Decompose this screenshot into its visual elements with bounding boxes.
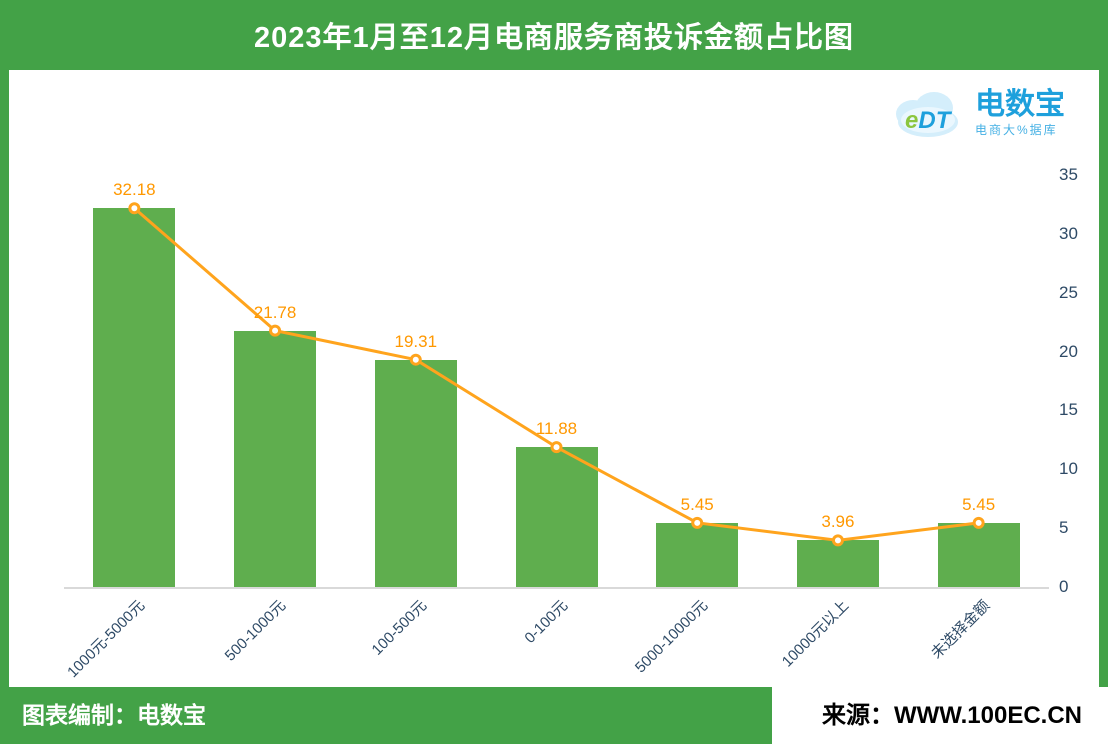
bar — [234, 330, 317, 587]
data-label: 5.45 — [680, 494, 714, 514]
data-label: 32.18 — [113, 180, 156, 200]
y-axis-label: 20 — [1059, 341, 1078, 361]
brand-tagline: 电商大%据库 — [975, 122, 1058, 137]
y-axis-label: 10 — [1059, 459, 1078, 479]
bar — [937, 522, 1020, 587]
page-title: 2023年1月至12月电商服务商投诉金额占比图 — [254, 22, 854, 54]
y-axis-label: 5 — [1059, 518, 1069, 538]
svg-text:eDT: eDT — [905, 107, 953, 134]
y-axis-label: 15 — [1059, 400, 1078, 420]
cloud-logo-icon: eDT — [896, 92, 958, 137]
y-axis-label: 35 — [1059, 165, 1078, 184]
y-axis-label: 25 — [1059, 282, 1078, 302]
brand-name: 电数宝 — [975, 88, 1065, 122]
y-axis-label: 0 — [1059, 577, 1069, 596]
bar — [656, 522, 739, 587]
chart-title-bar: 2023年1月至12月电商服务商投诉金额占比图 — [0, 0, 1108, 70]
brand-logo: eDT 电数宝 电商大%据库 — [889, 84, 1065, 142]
chart-canvas: eDT 电数宝 电商大%据库 32.18 21.78 19.31 11.88 5.45 3… — [9, 70, 1099, 687]
bar — [796, 540, 879, 587]
footer-credit: 图表编制：电数宝 — [0, 687, 772, 744]
bar — [374, 359, 457, 587]
plot-area: 32.18 21.78 19.31 11.88 5.45 3.96 5.45 1000元-50… — [64, 175, 1049, 681]
line-series — [128, 202, 985, 547]
data-label: 5.45 — [962, 494, 996, 514]
footer-bar: 图表编制：电数宝 来源：WWW.100EC.CN — [0, 687, 1108, 744]
data-label: 19.31 — [394, 331, 438, 351]
y-axis: 0 5 10 15 20 25 30 35 — [1059, 165, 1104, 596]
bar — [93, 208, 176, 587]
data-label: 3.96 — [821, 512, 855, 532]
bar — [515, 447, 598, 587]
data-label: 11.88 — [535, 419, 578, 439]
y-axis-label: 30 — [1059, 223, 1078, 243]
data-label: 21.78 — [253, 302, 297, 322]
footer-source: 来源：WWW.100EC.CN — [772, 687, 1108, 744]
